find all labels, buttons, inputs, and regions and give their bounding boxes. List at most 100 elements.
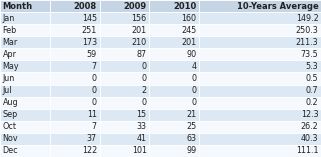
Text: 5.3: 5.3 [306,62,318,71]
Text: 37: 37 [87,134,97,143]
Bar [0,109,50,121]
Bar [149,97,199,109]
Text: 25: 25 [186,122,196,131]
Text: Mar: Mar [3,38,18,47]
Bar [100,145,149,157]
Bar [50,24,100,36]
Text: 0.5: 0.5 [306,74,318,83]
Bar [50,121,100,133]
Bar [199,12,321,24]
Text: Jul: Jul [3,86,12,95]
Text: 7: 7 [92,62,97,71]
Text: Jan: Jan [3,14,15,23]
Text: 149.2: 149.2 [296,14,318,23]
Bar [100,0,149,12]
Text: 111.1: 111.1 [296,146,318,155]
Text: 33: 33 [137,122,147,131]
Bar [50,133,100,145]
Text: Feb: Feb [3,26,17,35]
Bar [100,97,149,109]
Bar [50,84,100,97]
Text: 0: 0 [92,98,97,107]
Bar [149,36,199,48]
Bar [149,12,199,24]
Text: Month: Month [3,2,33,11]
Text: Apr: Apr [3,50,17,59]
Text: 63: 63 [187,134,196,143]
Text: 0: 0 [92,86,97,95]
Bar [149,84,199,97]
Bar [199,24,321,36]
Text: 211.3: 211.3 [296,38,318,47]
Bar [50,97,100,109]
Text: Sep: Sep [3,110,18,119]
Bar [199,60,321,73]
Text: Jun: Jun [3,74,15,83]
Text: 7: 7 [92,122,97,131]
Text: May: May [3,62,19,71]
Bar [100,60,149,73]
Text: Dec: Dec [3,146,18,155]
Bar [0,97,50,109]
Bar [100,109,149,121]
Bar [0,48,50,60]
Bar [0,84,50,97]
Bar [100,73,149,84]
Bar [50,109,100,121]
Bar [0,36,50,48]
Bar [50,0,100,12]
Bar [50,73,100,84]
Bar [149,121,199,133]
Bar [50,12,100,24]
Bar [100,48,149,60]
Text: Oct: Oct [3,122,17,131]
Text: 101: 101 [132,146,147,155]
Text: 0: 0 [92,74,97,83]
Bar [149,109,199,121]
Text: 2: 2 [142,86,147,95]
Text: 251: 251 [82,26,97,35]
Text: Nov: Nov [3,134,18,143]
Text: 0: 0 [191,74,196,83]
Text: 59: 59 [87,50,97,59]
Text: 0: 0 [191,86,196,95]
Bar [149,48,199,60]
Bar [0,145,50,157]
Text: 2008: 2008 [74,2,97,11]
Bar [149,133,199,145]
Bar [50,36,100,48]
Text: 201: 201 [132,26,147,35]
Text: 12.3: 12.3 [301,110,318,119]
Bar [199,36,321,48]
Text: 0: 0 [191,98,196,107]
Bar [149,145,199,157]
Bar [50,60,100,73]
Bar [50,48,100,60]
Text: 40.3: 40.3 [301,134,318,143]
Text: 10-Years Average: 10-Years Average [237,2,318,11]
Bar [199,84,321,97]
Text: 156: 156 [132,14,147,23]
Bar [0,12,50,24]
Bar [100,12,149,24]
Bar [0,0,50,12]
Bar [199,97,321,109]
Text: 0: 0 [142,74,147,83]
Text: 41: 41 [137,134,147,143]
Text: 173: 173 [82,38,97,47]
Bar [149,0,199,12]
Text: Aug: Aug [3,98,18,107]
Text: 122: 122 [82,146,97,155]
Bar [0,133,50,145]
Bar [0,73,50,84]
Bar [199,133,321,145]
Text: 245: 245 [181,26,196,35]
Text: 26.2: 26.2 [301,122,318,131]
Bar [199,48,321,60]
Bar [0,24,50,36]
Text: 2009: 2009 [124,2,147,11]
Bar [149,73,199,84]
Bar [199,73,321,84]
Text: 21: 21 [186,110,196,119]
Text: 250.3: 250.3 [296,26,318,35]
